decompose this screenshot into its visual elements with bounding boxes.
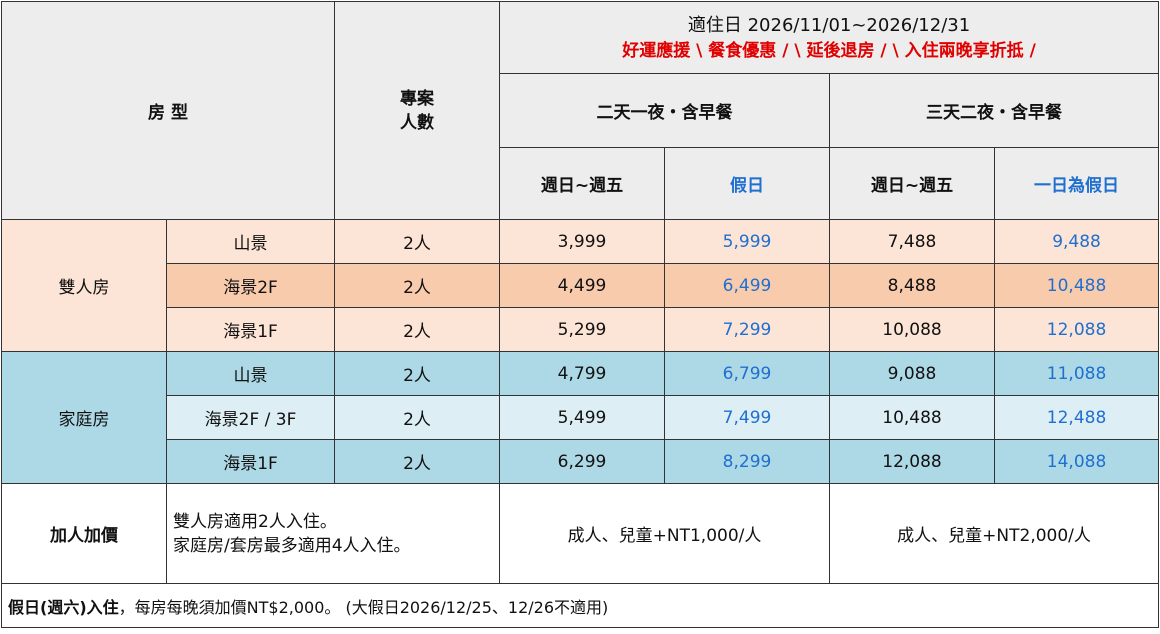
price-weekday-3d: 9,088 bbox=[829, 351, 996, 396]
room-view: 山景 bbox=[165, 351, 336, 396]
room-view: 海景1F bbox=[165, 439, 336, 484]
people: 2人 bbox=[334, 263, 501, 308]
weekday1-header: 週日~週五 bbox=[499, 147, 666, 220]
price-holiday-3d: 14,088 bbox=[994, 439, 1160, 484]
price-weekday-2d: 4,499 bbox=[499, 263, 666, 308]
extra-price-2d: 成人、兒童+NT1,000/人 bbox=[499, 483, 831, 584]
room-view: 海景2F / 3F bbox=[165, 395, 336, 440]
holiday1-header: 假日 bbox=[664, 147, 831, 220]
price-holiday-2d: 7,299 bbox=[664, 307, 831, 352]
price-holiday-2d: 5,999 bbox=[664, 219, 831, 264]
people: 2人 bbox=[334, 395, 501, 440]
price-holiday-3d: 9,488 bbox=[994, 219, 1160, 264]
plan-people-line2: 人數 bbox=[400, 112, 435, 133]
price-weekday-3d: 10,488 bbox=[829, 395, 996, 440]
people: 2人 bbox=[334, 351, 501, 396]
room-view: 海景2F bbox=[165, 263, 336, 308]
extra-label: 加人加價 bbox=[1, 483, 167, 584]
table-row: 海景1F 2人 5,299 7,299 10,088 12,088 bbox=[1, 307, 1160, 352]
plan2-header: 三天二夜・含早餐 bbox=[829, 73, 1160, 148]
price-weekday-2d: 5,299 bbox=[499, 307, 666, 352]
price-holiday-3d: 11,088 bbox=[994, 351, 1160, 396]
table-row: 海景1F 2人 6,299 8,299 12,088 14,088 bbox=[1, 439, 1160, 484]
extra-note-line2: 家庭房/套房最多適用4人入住。 bbox=[173, 535, 411, 556]
price-holiday-2d: 7,499 bbox=[664, 395, 831, 440]
price-weekday-3d: 12,088 bbox=[829, 439, 996, 484]
room-view: 山景 bbox=[165, 219, 336, 264]
group-name-double: 雙人房 bbox=[1, 219, 167, 352]
price-holiday-3d: 12,488 bbox=[994, 395, 1160, 440]
price-weekday-3d: 8,488 bbox=[829, 263, 996, 308]
people: 2人 bbox=[334, 219, 501, 264]
table-row: 雙人房 山景 2人 3,999 5,999 7,488 9,488 bbox=[1, 219, 1160, 352]
plan-people-header: 專案 人數 bbox=[334, 1, 501, 220]
footer-bold: 假日(週六)入住 bbox=[8, 597, 119, 617]
price-weekday-3d: 7,488 bbox=[829, 219, 996, 264]
price-weekday-3d: 10,088 bbox=[829, 307, 996, 352]
table-row: 海景2F / 3F 2人 5,499 7,499 10,488 12,488 bbox=[1, 395, 1160, 440]
table-row: 家庭房 山景 2人 4,799 6,799 9,088 11,088 bbox=[1, 351, 1160, 484]
weekday2-header: 週日~週五 bbox=[829, 147, 996, 220]
period-text: 適住日 2026/11/01~2026/12/31 bbox=[687, 14, 971, 36]
table-row: 海景2F 2人 4,499 6,499 8,488 10,488 bbox=[1, 263, 1160, 308]
people: 2人 bbox=[334, 307, 501, 352]
price-weekday-2d: 5,499 bbox=[499, 395, 666, 440]
footer-rest: ，每房每晚須加價NT$2,000。 (大假日2026/12/25、12/26不適… bbox=[118, 597, 609, 617]
extra-price-3d: 成人、兒童+NT2,000/人 bbox=[829, 483, 1160, 584]
price-weekday-2d: 3,999 bbox=[499, 219, 666, 264]
plan1-header: 二天一夜・含早餐 bbox=[499, 73, 831, 148]
price-holiday-2d: 6,499 bbox=[664, 263, 831, 308]
plan-people-line1: 專案 bbox=[400, 88, 435, 109]
promo-text: 好運應援 \ 餐食優惠 / \ 延後退房 / \ 入住兩晚享折抵 / bbox=[622, 40, 1036, 61]
people: 2人 bbox=[334, 439, 501, 484]
holiday2-header: 一日為假日 bbox=[994, 147, 1160, 220]
room-type-header: 房 型 bbox=[0, 1, 336, 220]
group-name-family: 家庭房 bbox=[1, 351, 167, 484]
extra-row: 加人加價 雙人房適用2人入住。 家庭房/套房最多適用4人入住。 成人、兒童+NT… bbox=[1, 483, 1160, 584]
price-holiday-3d: 12,088 bbox=[994, 307, 1160, 352]
footer-row: 假日(週六)入住，每房每晚須加價NT$2,000。 (大假日2026/12/25… bbox=[0, 583, 1160, 628]
room-view: 海景1F bbox=[165, 307, 336, 352]
price-weekday-2d: 6,299 bbox=[499, 439, 666, 484]
price-holiday-3d: 10,488 bbox=[994, 263, 1160, 308]
price-holiday-2d: 6,799 bbox=[664, 351, 831, 396]
price-weekday-2d: 4,799 bbox=[499, 351, 666, 396]
extra-note: 雙人房適用2人入住。 家庭房/套房最多適用4人入住。 bbox=[165, 483, 501, 584]
period-header: 適住日 2026/11/01~2026/12/31 好運應援 \ 餐食優惠 / … bbox=[499, 1, 1160, 74]
extra-note-line1: 雙人房適用2人入住。 bbox=[173, 511, 337, 532]
price-holiday-2d: 8,299 bbox=[664, 439, 831, 484]
footer-note: 假日(週六)入住，每房每晚須加價NT$2,000。 (大假日2026/12/25… bbox=[0, 583, 1160, 628]
